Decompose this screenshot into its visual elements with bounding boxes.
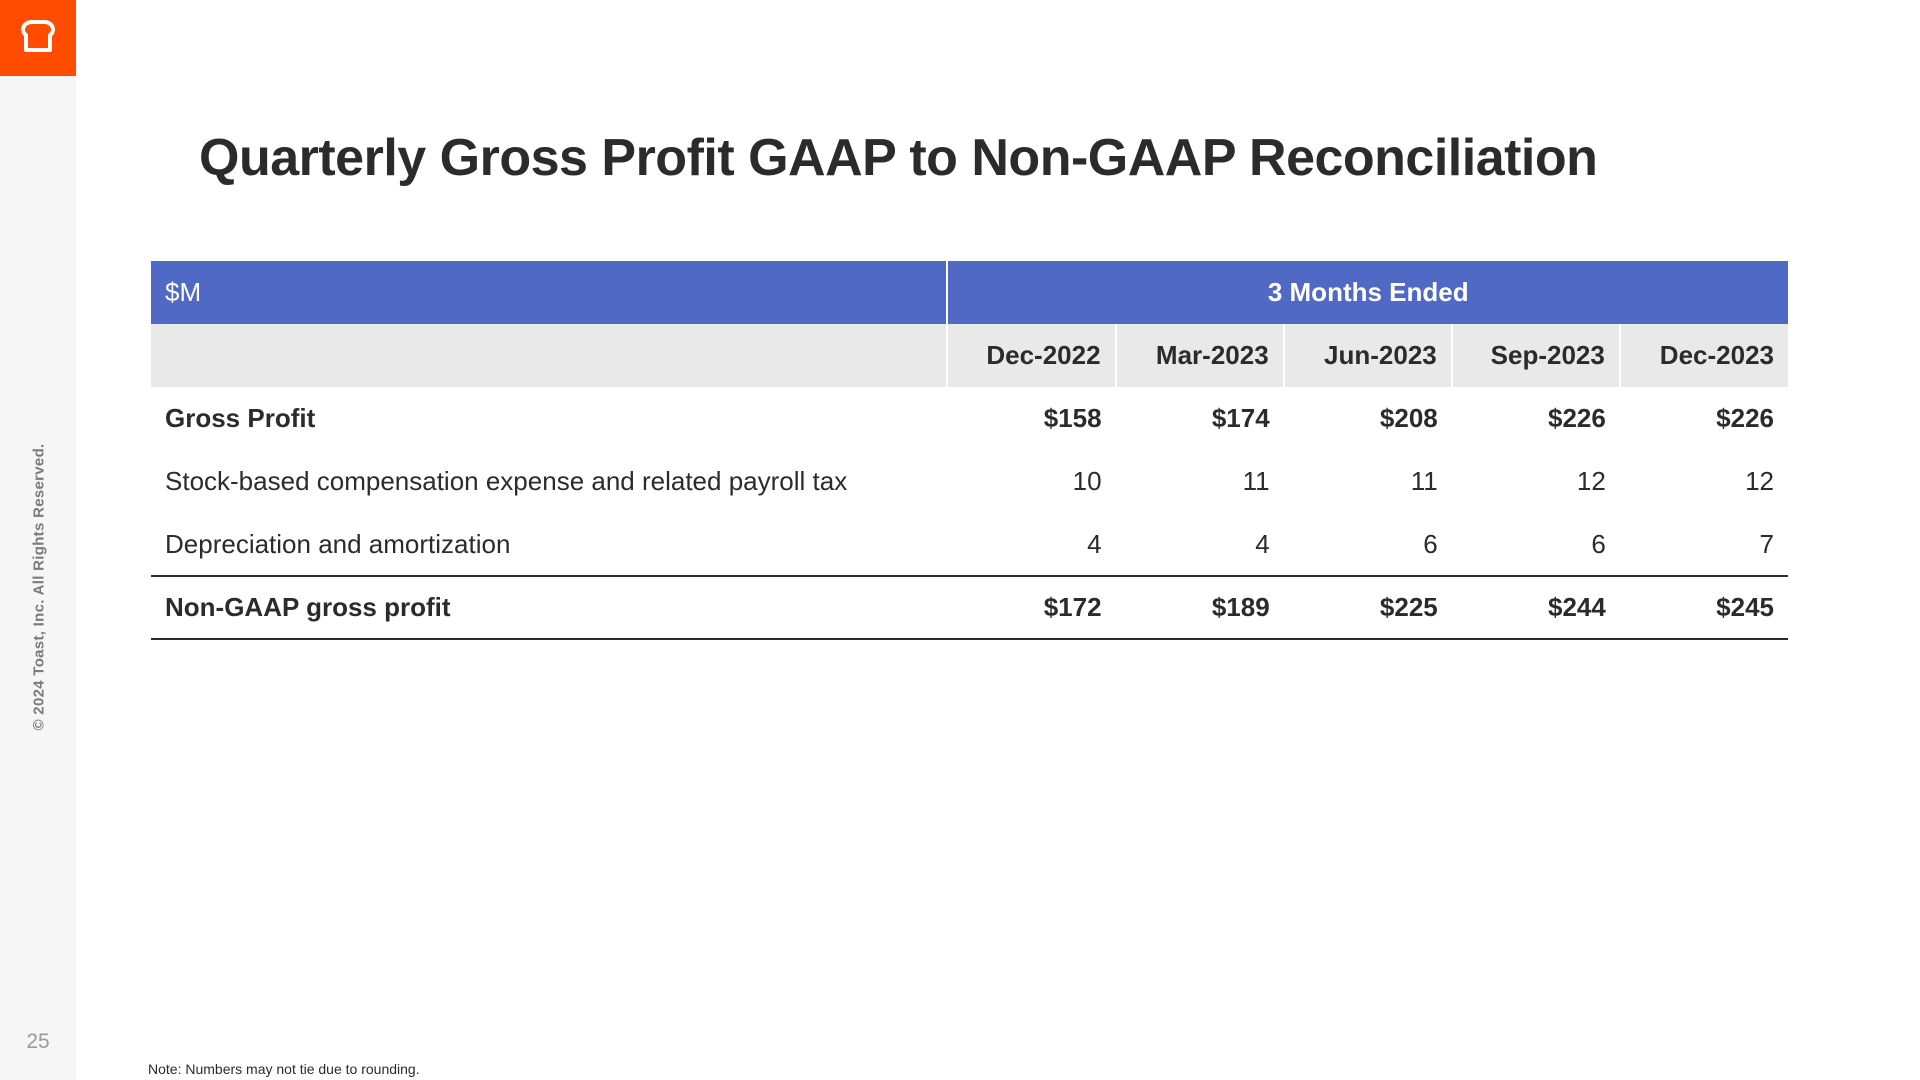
column-header: Dec-2023 xyxy=(1618,324,1788,387)
period-label: 3 Months Ended xyxy=(946,261,1788,324)
table-row-stock-comp: Stock-based compensation expense and rel… xyxy=(151,450,1788,513)
table-cell: 10 xyxy=(1072,466,1102,496)
column-header: Dec-2022 xyxy=(946,324,1116,387)
toast-logo-icon xyxy=(21,20,55,52)
table-cell: 4 xyxy=(1087,528,1102,559)
column-header-row: Dec-2022 Mar-2023 Jun-2023 Sep-2023 Dec-… xyxy=(151,324,1788,387)
table-cell: $174 xyxy=(1211,403,1270,433)
table-cell: 11 xyxy=(1242,466,1270,496)
table-cell: 4 xyxy=(1255,528,1270,559)
table-cell: $158 xyxy=(1043,403,1102,433)
table-cell: 7 xyxy=(1759,528,1774,559)
copyright-notice: © 2024 Toast, Inc. All Rights Reserved. xyxy=(30,443,48,731)
table-cell: $226 xyxy=(1548,403,1606,433)
brand-logo xyxy=(0,0,76,76)
footnote: Note: Numbers may not tie due to roundin… xyxy=(148,1061,420,1077)
table-cell: $225 xyxy=(1283,575,1452,640)
reconciliation-table: $M 3 Months Ended Dec-2022 Mar-2023 Jun-… xyxy=(151,261,1788,640)
row-label: Non-GAAP gross profit xyxy=(151,575,948,640)
table-cell: 11 xyxy=(1410,466,1438,496)
sidebar: © 2024 Toast, Inc. All Rights Reserved. … xyxy=(0,0,76,1080)
table-cell: 12 xyxy=(1576,466,1606,496)
page-number: 25 xyxy=(26,1030,50,1053)
slide-title: Quarterly Gross Profit GAAP to Non-GAAP … xyxy=(199,129,1598,187)
table-cell: $226 xyxy=(1716,403,1774,433)
row-label: Depreciation and amortization xyxy=(165,528,511,559)
column-header: Jun-2023 xyxy=(1282,324,1452,387)
table-cell: 6 xyxy=(1423,528,1438,559)
table-cell: $244 xyxy=(1451,575,1620,640)
table-row-depreciation: Depreciation and amortization 4 4 6 6 7 xyxy=(151,513,1788,576)
column-header: Sep-2023 xyxy=(1450,324,1620,387)
table-cell: $172 xyxy=(947,575,1116,640)
unit-label: $M xyxy=(151,261,948,324)
table-header-row: $M 3 Months Ended xyxy=(151,261,1788,324)
column-header-blank xyxy=(151,324,948,387)
row-label: Gross Profit xyxy=(165,403,316,433)
table-cell: 6 xyxy=(1591,528,1606,559)
table-cell: $208 xyxy=(1379,403,1438,433)
column-header: Mar-2023 xyxy=(1114,324,1284,387)
table-row-non-gaap-total: Non-GAAP gross profit $172 $189 $225 $24… xyxy=(151,575,1788,640)
table-row-gross-profit: Gross Profit $158 $174 $208 $226 $226 xyxy=(151,387,1788,450)
row-label: Stock-based compensation expense and rel… xyxy=(165,466,848,496)
table-cell: 12 xyxy=(1745,466,1774,496)
table-cell: $245 xyxy=(1619,575,1788,640)
table-cell: $189 xyxy=(1115,575,1284,640)
